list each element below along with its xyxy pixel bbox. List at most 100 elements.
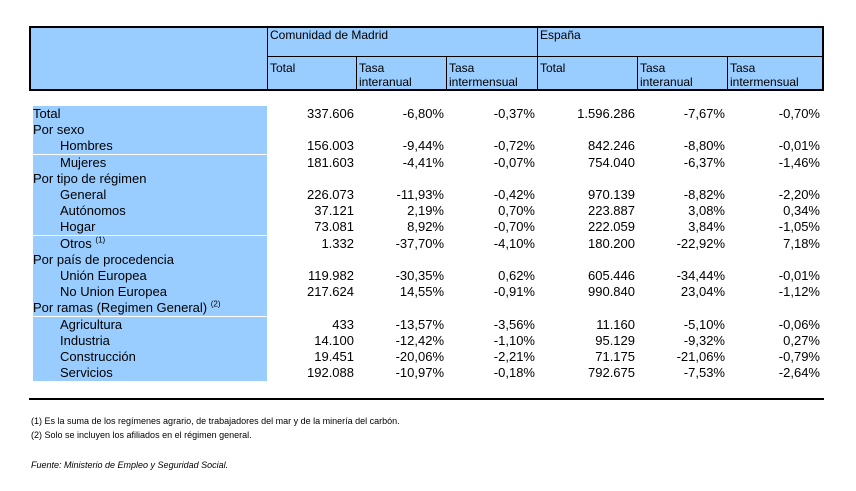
table-cell: -2,64% — [778, 365, 820, 380]
table-cell: 2,19% — [407, 203, 444, 218]
row-label: Construcción — [33, 349, 267, 365]
header-divider-col2 — [356, 56, 357, 91]
row-label: Agricultura — [33, 317, 267, 333]
table-cell: 0,34% — [783, 203, 820, 218]
table-cell: 23,04% — [680, 284, 725, 299]
row-label: Hombres — [33, 138, 267, 154]
table-cell: 3,84% — [688, 219, 725, 234]
header-madrid: Comunidad de Madrid — [270, 28, 389, 42]
table-cell: -1,12% — [778, 284, 820, 299]
table-cell: -10,97% — [395, 365, 444, 380]
table-cell: 0,27% — [783, 333, 820, 348]
table-cell: -1,10% — [493, 333, 535, 348]
table-cell: 990.840 — [588, 284, 635, 299]
table-cell: -7,67% — [683, 106, 725, 121]
table-cell: -0,42% — [493, 187, 535, 202]
table-cell: -21,06% — [676, 349, 725, 364]
header-divider-col5 — [637, 56, 638, 91]
table-cell: 337.606 — [307, 106, 354, 121]
table-cell: 119.982 — [307, 268, 354, 283]
table-cell: 73.081 — [314, 219, 354, 234]
header-top-rule — [29, 26, 824, 28]
table-cell: -0,79% — [778, 349, 820, 364]
row-label: Total — [33, 106, 267, 122]
table-cell: -13,57% — [395, 317, 444, 332]
table-cell: -0,01% — [778, 268, 820, 283]
row-label: Mujeres — [33, 155, 267, 171]
table-cell: -34,44% — [676, 268, 725, 283]
row-label: Unión Europea — [33, 268, 267, 284]
table-cell: -2,21% — [493, 349, 535, 364]
header-divider-madrid — [267, 26, 268, 91]
table-cell: 0,62% — [498, 268, 535, 283]
header-left-border — [29, 26, 31, 91]
table-cell: 192.088 — [307, 365, 354, 380]
table-cell: -30,35% — [395, 268, 444, 283]
row-label: Autónomos — [33, 203, 267, 219]
table-cell: 433 — [332, 317, 354, 332]
row-label: Por ramas (Regimen General) (2) — [33, 300, 267, 316]
table-cell: -0,01% — [778, 138, 820, 153]
table-cell: -9,32% — [683, 333, 725, 348]
header-divider-spain — [537, 26, 538, 91]
table-cell: -6,37% — [683, 155, 725, 170]
header-col-madrid-intermensual: Tasa intermensual — [449, 61, 518, 89]
footnote-1: (1) Es la suma de los regímenes agrario,… — [31, 416, 400, 426]
table-cell: 19.451 — [314, 349, 354, 364]
table-cell: -12,42% — [395, 333, 444, 348]
row-label: Industria — [33, 333, 267, 349]
table-cell: 0,70% — [498, 203, 535, 218]
table-cell: -3,56% — [493, 317, 535, 332]
table-cell: -1,46% — [778, 155, 820, 170]
table-cell: -11,93% — [396, 187, 444, 202]
header-right-border — [822, 26, 824, 91]
table-cell: 8,92% — [407, 219, 444, 234]
table-cell: 95.129 — [595, 333, 635, 348]
table-cell: -0,72% — [493, 138, 535, 153]
table-cell: 754.040 — [588, 155, 635, 170]
table-cell: 181.603 — [307, 155, 354, 170]
table-cell: 180.200 — [588, 236, 635, 251]
table-cell: -37,70% — [395, 236, 444, 251]
table-cell: 14.100 — [314, 333, 354, 348]
table-cell: 156.003 — [307, 138, 354, 153]
row-label: No Union Europea — [33, 284, 267, 300]
table-cell: -22,92% — [676, 236, 725, 251]
table-cell: -4,41% — [402, 155, 444, 170]
table-cell: 71.175 — [595, 349, 635, 364]
table-cell: -7,53% — [683, 365, 725, 380]
table-cell: 792.675 — [588, 365, 635, 380]
row-label: Otros (1) — [33, 236, 267, 252]
table-cell: -0,37% — [493, 106, 535, 121]
table-cell: -8,80% — [683, 138, 725, 153]
table-cell: -2,20% — [778, 187, 820, 202]
header-col-madrid-total: Total — [270, 61, 296, 75]
header-col-spain-total: Total — [540, 61, 566, 75]
table-cell: 605.446 — [588, 268, 635, 283]
table-cell: -0,18% — [493, 365, 535, 380]
table-cell: -0,06% — [778, 317, 820, 332]
header-bottom-rule — [29, 89, 824, 91]
table-cell: 1.332 — [321, 236, 354, 251]
table-cell: -0,91% — [493, 284, 535, 299]
header-spain: España — [540, 28, 581, 42]
table-cell: 37.121 — [314, 203, 354, 218]
table-cell: -1,05% — [778, 219, 820, 234]
table-cell: 3,08% — [688, 203, 725, 218]
table-cell: -20,06% — [395, 349, 444, 364]
row-label: Por sexo — [33, 122, 267, 138]
source-note: Fuente: Ministerio de Empleo y Seguridad… — [31, 460, 229, 470]
table-cell: -5,10% — [683, 317, 725, 332]
table-cell: -0,07% — [493, 155, 535, 170]
header-col-spain-intermensual: Tasa intermensual — [730, 61, 799, 89]
table-cell: -8,82% — [683, 187, 725, 202]
header-divider-col6 — [727, 56, 728, 91]
table-cell: 14,55% — [399, 284, 444, 299]
table-cell: 226.073 — [307, 187, 354, 202]
table-cell: 1.596.286 — [577, 106, 635, 121]
table-cell: -6,80% — [402, 106, 444, 121]
table-cell: 222.059 — [588, 219, 635, 234]
header-madrid-band — [268, 28, 537, 56]
row-label: Servicios — [33, 365, 267, 381]
table-cell: 11.160 — [596, 317, 635, 332]
